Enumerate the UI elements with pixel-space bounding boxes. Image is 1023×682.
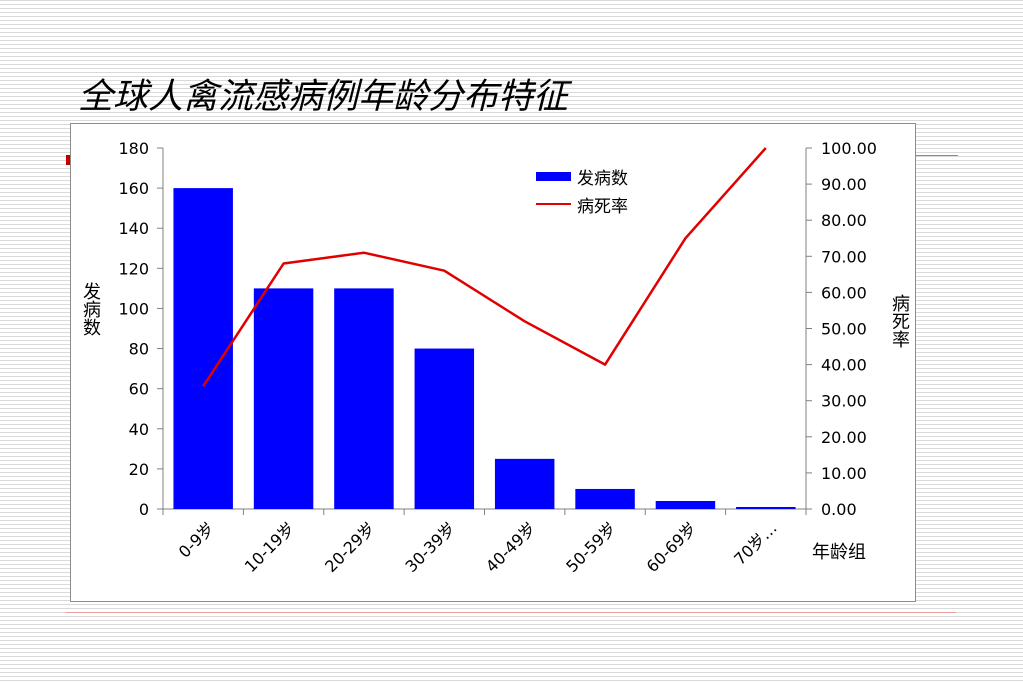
x-tick-label: 60-69岁 — [643, 518, 701, 576]
title-divider-accent — [66, 155, 72, 165]
slide-title: 全球人禽流感病例年龄分布特征 — [78, 77, 569, 117]
bar — [655, 500, 716, 509]
bar — [414, 348, 475, 509]
y-axis-title-right: 病死率 — [889, 294, 910, 348]
legend-item-line: 病死率 — [536, 190, 628, 218]
legend-label-line: 病死率 — [577, 196, 628, 217]
legend-swatch-line — [536, 203, 571, 205]
x-tick-label: 50-59岁 — [562, 518, 620, 576]
y-tick-label-right: 0.00 — [821, 500, 857, 519]
bar — [253, 288, 314, 509]
legend-label-bar: 发病数 — [577, 168, 628, 189]
x-tick-label: 70岁… — [730, 518, 780, 568]
y-tick-label-left: 40 — [129, 420, 149, 439]
y-tick-label-left: 140 — [118, 219, 149, 238]
x-tick-label: 40-49岁 — [482, 518, 540, 576]
y-tick-label-left: 0 — [139, 500, 149, 519]
x-tick-label: 30-39岁 — [402, 518, 460, 576]
bar — [736, 506, 796, 509]
y-tick-label-left: 80 — [129, 340, 149, 359]
y-tick-label-left: 120 — [118, 259, 149, 278]
bar — [334, 288, 394, 509]
y-tick-label-right: 100.00 — [821, 139, 877, 158]
y-tick-label-left: 100 — [118, 299, 149, 318]
chart-frame: 0 20 40 60 80 100 120 140 160 180 0.00 10.00 20.00 30… — [70, 123, 916, 602]
y-tick-label-left: 20 — [129, 460, 149, 479]
y-tick-label-left: 60 — [129, 380, 149, 399]
y-tick-label-right: 50.00 — [821, 320, 867, 339]
y-tick-label-right: 40.00 — [821, 356, 867, 375]
y-tick-label-left: 160 — [118, 179, 149, 198]
x-axis-title: 年龄组 — [812, 542, 866, 563]
y-axis-title-left: 发病数 — [80, 282, 101, 336]
y-tick-label-right: 30.00 — [821, 392, 867, 411]
chart-legend: 发病数 病死率 — [536, 162, 628, 218]
y-tick-label-right: 10.00 — [821, 464, 867, 483]
y-tick-label-right: 80.00 — [821, 211, 867, 230]
legend-item-bar: 发病数 — [536, 162, 628, 190]
x-tick-label: 20-29岁 — [321, 518, 379, 576]
x-tick-label: 10-19岁 — [241, 518, 299, 576]
bar — [575, 488, 635, 509]
x-tick-label: 0-9岁 — [175, 518, 218, 561]
y-tick-label-right: 70.00 — [821, 247, 867, 266]
bar — [173, 188, 233, 509]
y-tick-label-left: 180 — [118, 139, 149, 158]
footer-divider-line — [66, 612, 956, 613]
legend-swatch-bar — [536, 171, 571, 181]
combo-chart: 0 20 40 60 80 100 120 140 160 180 0.00 10.00 20.00 30… — [118, 139, 877, 576]
y-tick-label-right: 60.00 — [821, 283, 867, 302]
bar — [494, 458, 555, 509]
line-series-path — [202, 147, 767, 387]
y-tick-label-right: 90.00 — [821, 175, 867, 194]
y-tick-label-right: 20.00 — [821, 428, 867, 447]
